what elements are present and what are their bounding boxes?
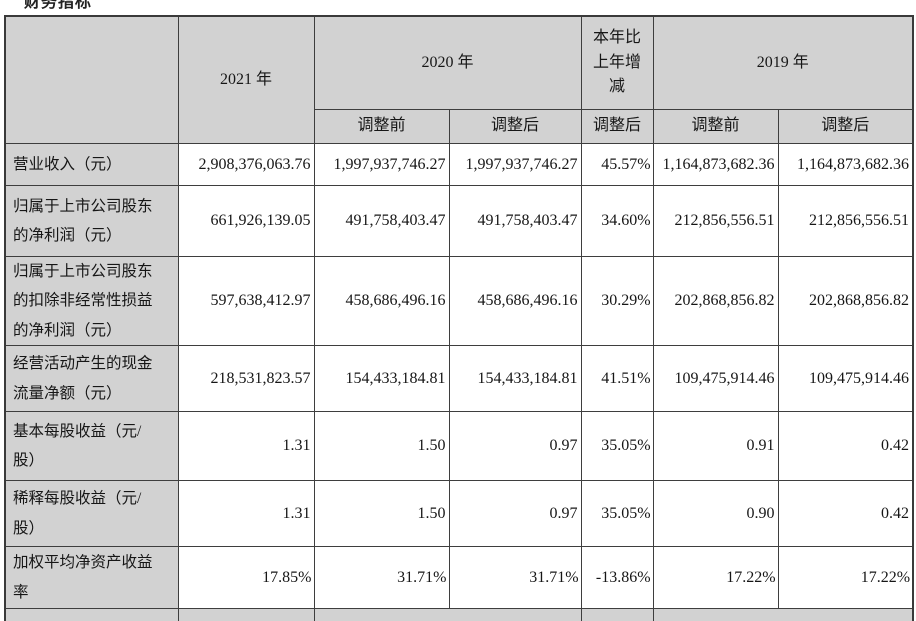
cell-2019-pre: 0.90 — [652, 480, 779, 548]
row-label: 归属于上市公司股东 的净利润（元） — [4, 185, 179, 257]
cell-2021: 218,531,823.57 — [177, 345, 315, 413]
clipped-next-row — [4, 608, 914, 621]
cell-2020-pre: 1.50 — [313, 411, 450, 482]
cell-2021: 1.31 — [177, 480, 315, 548]
cell-2021: 17.85% — [177, 546, 315, 610]
cell-2020-post: 491,758,403.47 — [448, 185, 582, 257]
cell-2019-pre: 0.91 — [652, 411, 779, 482]
cell-2020-post: 31.71% — [448, 546, 582, 610]
cell-2020-pre: 491,758,403.47 — [313, 185, 450, 257]
cell-2019-post: 0.42 — [777, 480, 914, 548]
header-row-years: 2021 年 2020 年 本年比 上年增 减 2019 年 — [4, 15, 914, 144]
subheader-2020-pre: 调整前 — [313, 109, 450, 144]
cell-2019-post: 17.22% — [777, 546, 914, 610]
cell-2021: 661,926,139.05 — [177, 185, 315, 257]
cell-2021: 2,908,376,063.76 — [177, 143, 315, 186]
row-label: 稀释每股收益（元/ 股） — [4, 480, 179, 548]
cell-2019-pre: 1,164,873,682.36 — [652, 143, 779, 186]
clipped-cell — [580, 608, 654, 621]
cell-2020-post: 0.97 — [448, 480, 582, 548]
clipped-cell — [652, 608, 914, 621]
cell-2020-pre: 1,997,937,746.27 — [313, 143, 450, 186]
clipped-cell — [177, 608, 315, 621]
cell-2019-post: 1,164,873,682.36 — [777, 143, 914, 186]
cell-2019-pre: 109,475,914.46 — [652, 345, 779, 413]
cell-2021: 597,638,412.97 — [177, 255, 315, 347]
cell-2019-post: 109,475,914.46 — [777, 345, 914, 413]
cell-change: 45.57% — [580, 143, 654, 186]
cell-2019-post: 202,868,856.82 — [777, 255, 914, 347]
subheader-2019-post: 调整后 — [777, 109, 914, 144]
table-row-diluted-eps: 稀释每股收益（元/ 股） 1.31 1.50 0.97 35.05% 0.90 … — [4, 480, 914, 548]
clipped-cell — [313, 608, 582, 621]
row-label: 基本每股收益（元/ 股） — [4, 411, 179, 482]
cell-2020-post: 154,433,184.81 — [448, 345, 582, 413]
header-cell-yoy-change: 本年比 上年增 减 — [580, 15, 654, 110]
financial-metrics-table: 2021 年 2020 年 本年比 上年增 减 2019 年 调整前 调整后 调… — [4, 15, 915, 621]
cell-2019-post: 0.42 — [777, 411, 914, 482]
cell-change: 35.05% — [580, 411, 654, 482]
cell-2019-pre: 17.22% — [652, 546, 779, 610]
cell-2020-pre: 154,433,184.81 — [313, 345, 450, 413]
table-row-weighted-avg-roe: 加权平均净资产收益 率 17.85% 31.71% 31.71% -13.86%… — [4, 546, 914, 610]
cell-2020-pre: 1.50 — [313, 480, 450, 548]
cell-change: 41.51% — [580, 345, 654, 413]
row-label: 经营活动产生的现金 流量净额（元） — [4, 345, 179, 413]
cell-2020-post: 458,686,496.16 — [448, 255, 582, 347]
row-label: 加权平均净资产收益 率 — [4, 546, 179, 610]
subheader-2019-pre: 调整前 — [652, 109, 779, 144]
subheader-2020-post: 调整后 — [448, 109, 582, 144]
header-cell-2021: 2021 年 — [177, 15, 315, 144]
cell-2019-pre: 212,856,556.51 — [652, 185, 779, 257]
cell-change: 30.29% — [580, 255, 654, 347]
table-row-net-profit: 归属于上市公司股东 的净利润（元） 661,926,139.05 491,758… — [4, 185, 914, 257]
table-row-basic-eps: 基本每股收益（元/ 股） 1.31 1.50 0.97 35.05% 0.91 … — [4, 411, 914, 482]
cell-2020-post: 0.97 — [448, 411, 582, 482]
header-row-adjust: 调整前 调整后 调整后 调整前 调整后 — [5, 109, 914, 144]
cell-2020-pre: 31.71% — [313, 546, 450, 610]
cell-2020-post: 1,997,937,746.27 — [448, 143, 582, 186]
clipped-heading-fragment: 财务指标 — [24, 0, 93, 11]
header-cell-blank — [4, 15, 179, 144]
table-row-net-profit-excl-nonrecurring: 归属于上市公司股东 的扣除非经常性损益 的净利润（元） 597,638,412.… — [4, 255, 914, 347]
clipped-cell — [4, 608, 179, 621]
table-row-operating-cash-flow: 经营活动产生的现金 流量净额（元） 218,531,823.57 154,433… — [4, 345, 914, 413]
header-cell-2020: 2020 年 — [313, 15, 582, 110]
cell-change: -13.86% — [580, 546, 654, 610]
row-label: 归属于上市公司股东 的扣除非经常性损益 的净利润（元） — [4, 255, 179, 347]
header-cell-2019: 2019 年 — [652, 15, 914, 110]
cell-2020-pre: 458,686,496.16 — [313, 255, 450, 347]
cell-2019-pre: 202,868,856.82 — [652, 255, 779, 347]
cell-2019-post: 212,856,556.51 — [777, 185, 914, 257]
subheader-change-post: 调整后 — [580, 109, 654, 144]
cell-2021: 1.31 — [177, 411, 315, 482]
cell-change: 35.05% — [580, 480, 654, 548]
cell-change: 34.60% — [580, 185, 654, 257]
table-row-revenue: 营业收入（元） 2,908,376,063.76 1,997,937,746.2… — [4, 143, 914, 186]
row-label: 营业收入（元） — [4, 143, 179, 186]
